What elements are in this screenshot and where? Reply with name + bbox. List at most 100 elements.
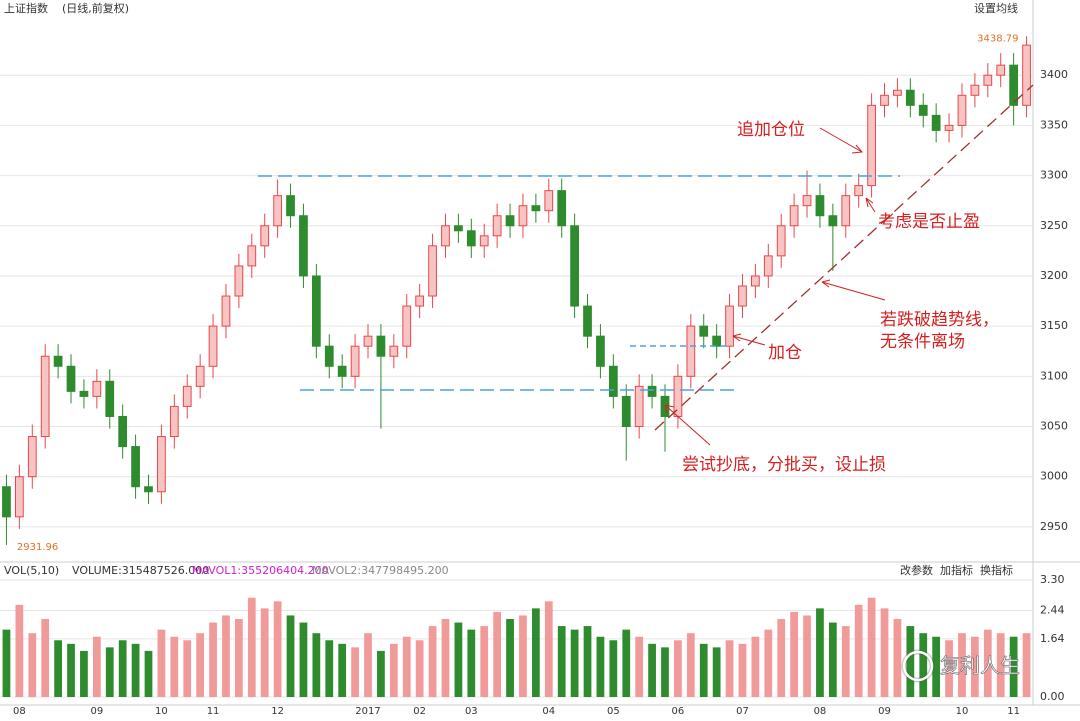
candle-body [570,225,579,307]
arrow [819,127,864,154]
volume-bar [196,633,205,697]
volume-bar [325,640,334,697]
y-tick-label: 3100 [1040,369,1068,382]
volume-bar [118,640,127,697]
y-tick-label: 3200 [1040,269,1068,282]
x-tick-label: 03 [465,706,478,717]
x-tick-label: 04 [542,706,555,717]
x-tick-label: 09 [878,706,891,717]
candle-body [92,380,102,397]
volume-bar [596,636,605,697]
x-tick-label: 02 [413,706,426,717]
arrow [865,197,876,213]
candle-body [492,215,502,237]
candle-body [466,230,476,247]
volume-bar [364,633,372,697]
volume-bar [531,608,540,697]
ma-button[interactable]: 设置均线 [974,1,1018,15]
volume-bar [971,636,979,697]
candle-body [428,245,437,297]
volume-bar [506,619,514,697]
volume-bar [54,640,62,697]
candle-body [893,89,902,96]
x-tick-label: 11 [1007,706,1020,717]
button[interactable]: 加指标 [940,563,973,577]
candle-body [234,265,244,297]
volume-bar [441,619,450,697]
volume-bar [351,647,359,697]
watermark-icon [902,650,934,682]
candle-body [905,89,915,106]
candle-body [647,385,657,397]
volume-bar [945,640,953,697]
y-tick-label: 2.44 [1040,603,1065,616]
candle-body [1022,44,1031,106]
candle-body [608,365,618,397]
button[interactable]: 改参数 [900,563,933,577]
candle-body [118,415,128,448]
volume-bar [28,633,37,697]
volume-bar [906,626,915,697]
volume-bar [738,643,747,697]
candle-body [273,195,282,227]
candle-body [751,275,760,287]
x-tick-label: 06 [672,706,685,717]
max-label: 3438.79 [977,33,1018,44]
volume-bar [803,615,811,697]
volume-bar [209,622,217,697]
candle-body [402,305,412,347]
volume-bar [816,608,824,697]
volume-bar [932,636,941,697]
candle-body [66,365,76,392]
volume-bar [377,650,385,697]
candle-body [867,104,876,187]
volume-bar [996,633,1005,697]
y-tick-label: 3150 [1040,319,1068,332]
candle-body [531,205,541,212]
y-tick-label: 3.30 [1040,573,1065,586]
candle-body [518,205,528,227]
candle-body [802,195,812,207]
y-tick-label: 3400 [1040,68,1068,81]
volume-bar [286,615,295,697]
candle-body [841,195,851,227]
volume-bar [131,643,140,697]
volume-bar [635,636,644,697]
y-tick-label: 1.64 [1040,632,1065,645]
volume-bar [919,633,928,697]
volume-bar [144,650,153,697]
annotation: 无条件离场 [880,332,965,352]
volume-bar [235,619,243,697]
volume-bar [415,640,424,697]
candle-body [673,375,683,417]
candle-body [763,255,773,277]
candle-body [53,355,63,367]
volume-bar [544,601,553,697]
candle-body [454,225,463,232]
vol-value: VOLUME:315487526.000 [72,564,209,577]
volume-bar [686,633,695,697]
arrow [732,333,766,346]
candle-body [376,335,386,357]
candle-body [634,385,644,428]
candle-body [957,94,967,126]
volume-bar [67,643,75,697]
volume-bar [958,633,966,697]
button[interactable]: 换指标 [980,563,1013,577]
candle-body [131,446,140,488]
volume-bar [493,611,502,697]
volume-bar [260,608,269,697]
y-tick-label: 3250 [1040,219,1068,232]
volume-bar [699,643,708,697]
candle-body [286,195,295,217]
candle-body [299,215,308,277]
volume-bar [41,619,50,697]
volume-bar [712,647,721,697]
candle-body [311,275,321,347]
candle-body [260,225,270,247]
volume-bar [764,629,773,697]
volume-bar [170,636,179,697]
candle-body [828,215,838,227]
candle-body [712,335,722,347]
